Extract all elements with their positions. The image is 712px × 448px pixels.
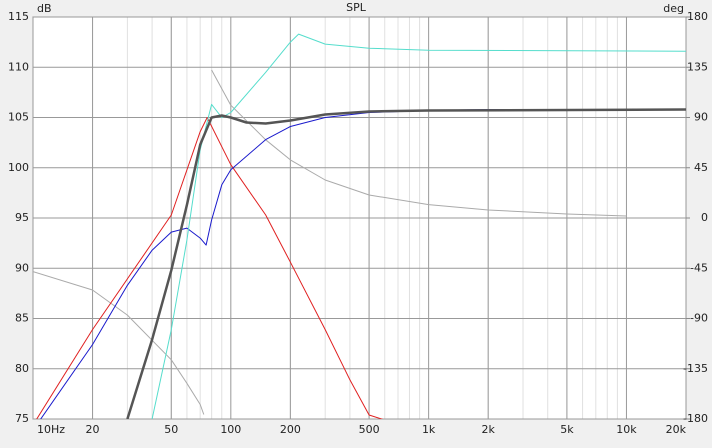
plot: [33, 33, 686, 419]
y2-tick-label: 45: [694, 161, 708, 174]
y2-tick-label: -135: [683, 362, 708, 375]
y-tick-label: 80: [15, 362, 29, 375]
y-tick-label: 85: [15, 312, 29, 325]
x-tick-label: 5k: [560, 423, 574, 436]
series-line: [36, 117, 384, 419]
y2-tick-label: -45: [690, 261, 708, 274]
series-line: [126, 108, 686, 419]
y2-tick-label: 180: [687, 10, 708, 23]
y2-tick-label: 135: [687, 60, 708, 73]
y2-tick-label: 0: [701, 211, 708, 224]
x-tick-label: 20k: [666, 423, 687, 436]
x-tick-label: 20: [86, 423, 100, 436]
x-tick-label: 10k: [616, 423, 637, 436]
y2-axis-label: deg: [663, 2, 684, 15]
y-tick-label: 75: [15, 412, 29, 425]
y-tick-label: 110: [8, 60, 29, 73]
y-tick-label: 95: [15, 211, 29, 224]
y-tick-label: 100: [8, 161, 29, 174]
x-tick-label: 100: [220, 423, 241, 436]
chart-title: SPL: [346, 1, 367, 14]
y-tick-label: 115: [8, 10, 29, 23]
y-axis-label: dB: [37, 2, 52, 15]
series-line: [151, 33, 686, 419]
y2-tick-label: -180: [683, 412, 708, 425]
x-tick-label: 50: [164, 423, 178, 436]
y-tick-label: 105: [8, 111, 29, 124]
y-tick-label: 90: [15, 261, 29, 274]
x-tick-label: 2k: [481, 423, 495, 436]
x-tick-label: 1k: [422, 423, 436, 436]
x-tick-label: 200: [280, 423, 301, 436]
y2-tick-label: -90: [690, 312, 708, 325]
y2-tick-label: 90: [694, 111, 708, 124]
x-tick-label: 10Hz: [37, 423, 65, 436]
x-tick-label: 500: [359, 423, 380, 436]
